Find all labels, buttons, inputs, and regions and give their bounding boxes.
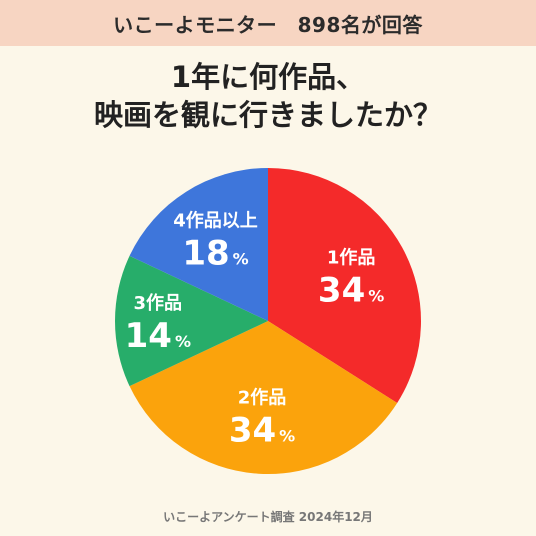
pie-slice-1 — [268, 168, 421, 403]
chart-title-line-2: 映画を観に行きましたか？ — [93, 98, 442, 132]
survey-source: いこーよアンケート調査 2024年12月 — [0, 508, 536, 525]
banner-text: いこーよモニター 898名が回答 — [113, 12, 423, 37]
slice-category-label: 1作品 — [327, 246, 376, 268]
chart-title-line-1: 1年に何作品、 — [170, 60, 366, 94]
slice-value-label: 14% — [125, 316, 191, 356]
slice-category-label: 4作品以上 — [173, 209, 258, 231]
slice-value-label: 18% — [182, 233, 248, 273]
survey-source-text: いこーよアンケート調査 2024年12月 — [163, 510, 373, 524]
pie-slice-3 — [115, 255, 268, 387]
chart-title: 1年に何作品、 映画を観に行きましたか？ — [0, 58, 536, 134]
slice-category-label: 2作品 — [238, 387, 287, 409]
pie-slice-2 — [129, 321, 398, 474]
respondent-banner: いこーよモニター 898名が回答 — [0, 0, 536, 46]
pie-slice-4 — [129, 168, 268, 321]
slice-category-label: 3作品 — [134, 292, 183, 314]
slice-value-label: 34% — [229, 411, 295, 451]
slice-value-label: 34% — [318, 270, 384, 310]
